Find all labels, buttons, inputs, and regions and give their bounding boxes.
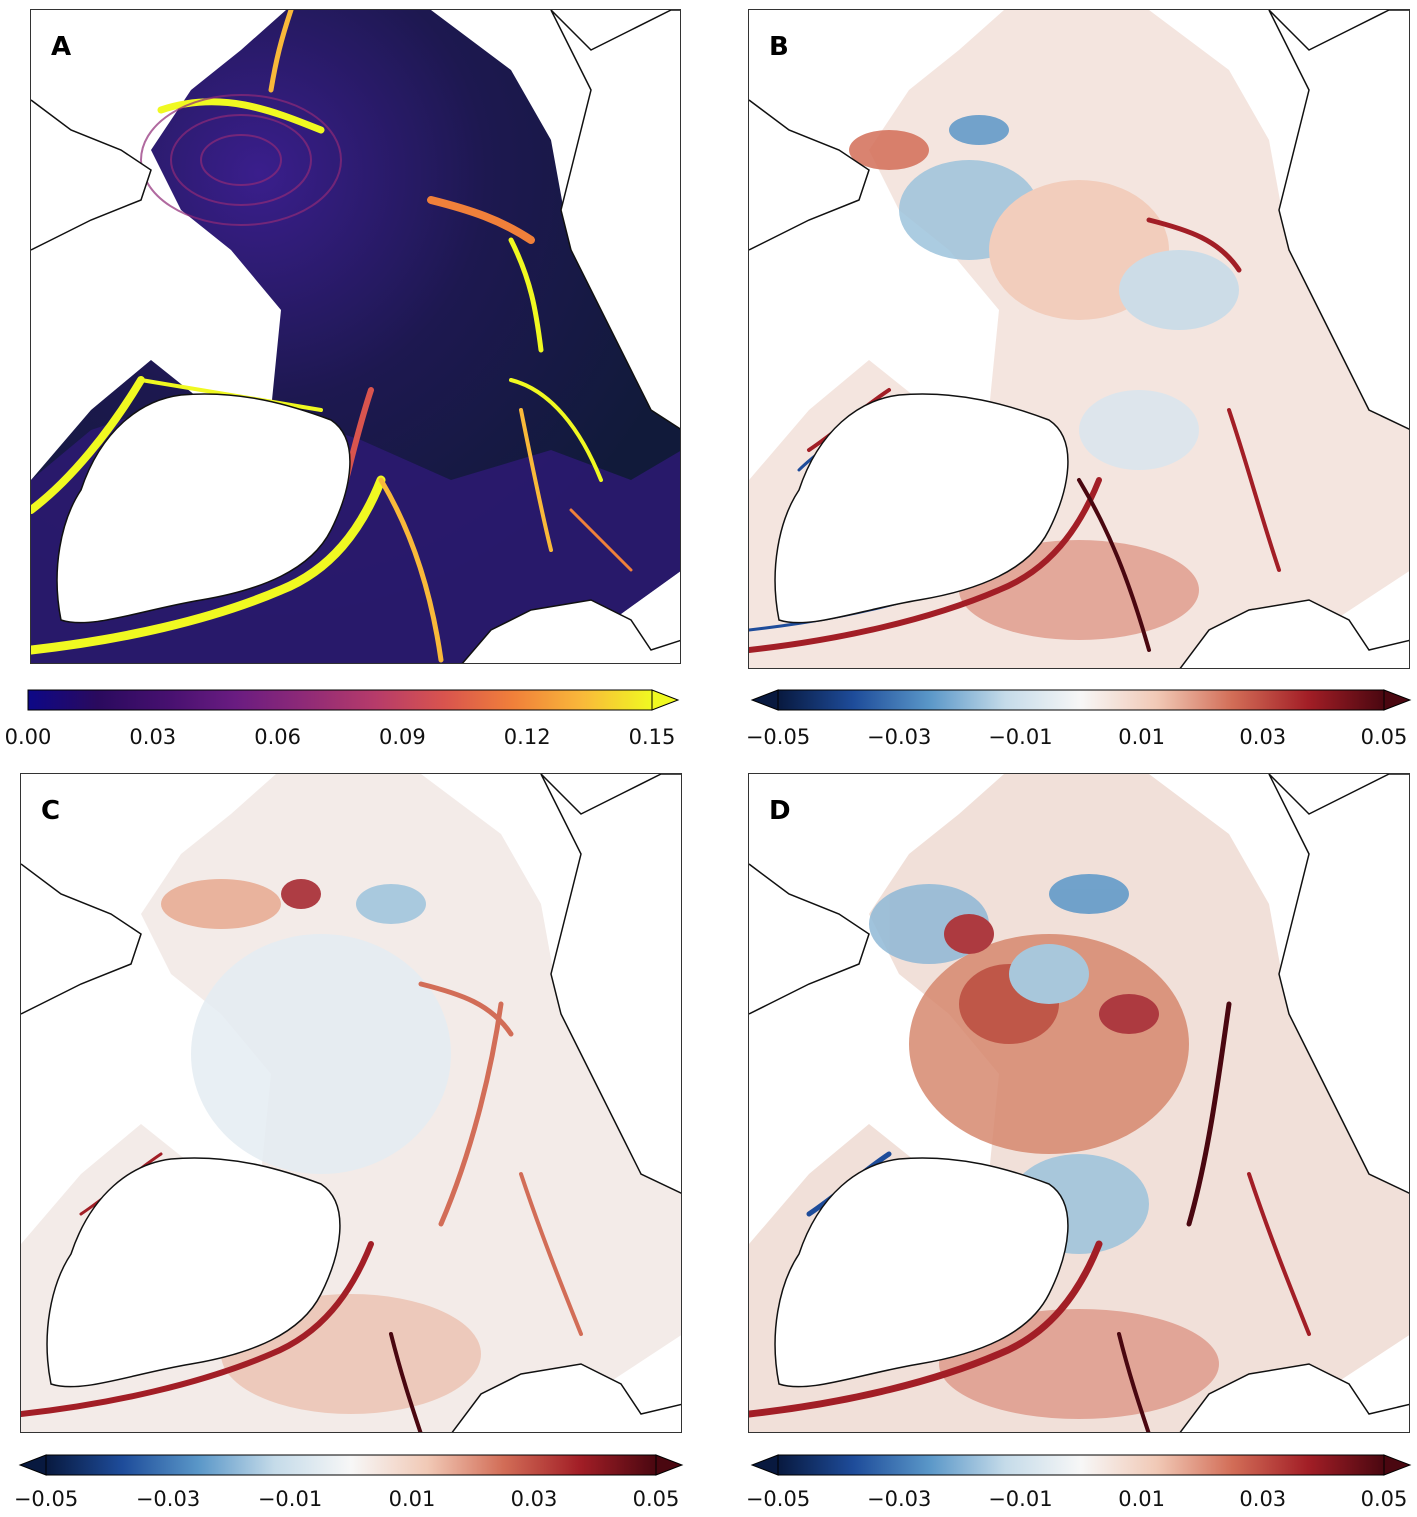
coastline-top-a — [31, 99, 152, 251]
colorbar-tick-label: −0.03 — [867, 725, 932, 749]
colorbar-tick-label: −0.05 — [745, 725, 811, 749]
colorbar-ticks-a: 0.00 0.03 0.06 0.09 0.12 0.15 — [5, 725, 676, 755]
anomaly-streaks-c — [21, 981, 583, 1432]
colorbar-extend-min — [750, 1454, 779, 1476]
colorbar-extend-max — [655, 1454, 684, 1476]
colorbar-tick-label: −0.05 — [745, 1487, 811, 1511]
colorbar-tick-label: −0.05 — [13, 1487, 79, 1511]
colorbar-tick-label: 0.05 — [1360, 725, 1408, 749]
panel-label-d: D — [769, 796, 791, 826]
coastline-bottomright-c — [451, 1363, 681, 1432]
panel-label-c: C — [41, 796, 61, 826]
colorbar-svg — [750, 1454, 1412, 1476]
coastline-top-d — [749, 863, 870, 1015]
colorbar-d — [750, 1454, 1412, 1476]
colorbar-tick-label: 0.15 — [628, 725, 676, 749]
colorbar-tick-label: 0.01 — [1118, 725, 1165, 749]
colorbar-tick-label: 0.01 — [1118, 1487, 1165, 1511]
colorbar-a — [27, 689, 680, 711]
greenland-b — [774, 393, 1069, 624]
colorbar-tick-label: −0.03 — [867, 1487, 932, 1511]
colorbar-gradient — [777, 1454, 1385, 1476]
colorbar-tick-label: 0.00 — [4, 725, 52, 749]
coastline-right-c — [540, 774, 681, 1194]
colorbar-svg — [18, 1454, 684, 1476]
coastline-top-b — [749, 99, 870, 251]
colorbar-extend-min — [750, 689, 779, 711]
colorbar-tick-label: 0.03 — [129, 725, 177, 749]
anomaly-blobs-d — [869, 874, 1219, 1419]
colorbar-tick-label: 0.03 — [510, 1487, 558, 1511]
anomaly-map-c — [21, 774, 681, 1432]
colorbar-b — [750, 689, 1412, 711]
colorbar-ticks-d: −0.05 −0.03 −0.01 0.01 0.03 0.05 — [746, 1487, 1408, 1517]
colorbar-tick-label: 0.05 — [1360, 1487, 1408, 1511]
colorbar-gradient — [777, 689, 1385, 711]
colorbar-extend-max — [651, 689, 680, 711]
colorbar-tick-label: −0.03 — [135, 1487, 201, 1511]
coastline-bottomright-d — [1179, 1363, 1409, 1432]
greenland-d — [774, 1157, 1069, 1388]
colorbar-tick-label: −0.01 — [257, 1487, 323, 1511]
colorbar-gradient — [45, 1454, 657, 1476]
colorbar-extend-min — [18, 1454, 47, 1476]
panel-label-b: B — [769, 32, 789, 62]
anomaly-map-b — [749, 10, 1409, 668]
colorbar-tick-label: 0.01 — [388, 1487, 436, 1511]
colorbar-tick-label: −0.01 — [988, 725, 1053, 749]
colorbar-tick-label: −0.01 — [988, 1487, 1053, 1511]
coastline-right-a — [550, 10, 680, 430]
map-panel-a: A — [30, 9, 681, 664]
colorbar-tick-label: 0.12 — [503, 725, 551, 749]
map-panel-c: C — [20, 773, 682, 1433]
colorbar-ticks-c: −0.05 −0.03 −0.01 0.01 0.03 0.05 — [14, 1487, 680, 1517]
coastline-right-d — [1268, 774, 1409, 1194]
colorbar-svg — [27, 689, 680, 711]
colorbar-tick-label: 0.09 — [379, 725, 426, 749]
anomaly-map-d — [749, 774, 1409, 1432]
anomaly-streaks-b — [749, 217, 1281, 653]
colorbar-extend-max — [1383, 689, 1412, 711]
colorbar-extend-max — [1383, 1454, 1412, 1476]
coastline-bottomright-b — [1179, 599, 1409, 668]
map-panel-d: D — [748, 773, 1410, 1433]
panel-label-a: A — [51, 32, 72, 62]
greenland-a — [56, 393, 351, 624]
coastline-top-c — [21, 863, 142, 1015]
speed-map-a — [31, 10, 680, 663]
colorbar-tick-label: 0.03 — [1239, 1487, 1287, 1511]
colorbar-tick-label: 0.06 — [254, 725, 301, 749]
colorbar-tick-label: 0.05 — [632, 1487, 680, 1511]
colorbar-tick-label: 0.03 — [1239, 725, 1287, 749]
colorbar-ticks-b: −0.05 −0.03 −0.01 0.01 0.03 0.05 — [746, 725, 1408, 755]
colorbar-gradient — [27, 689, 653, 711]
coastline-right-b — [1268, 10, 1409, 430]
colorbar-c — [18, 1454, 684, 1476]
gyre-rings-a — [140, 94, 342, 226]
coastline-bottomright-a — [461, 599, 680, 663]
colorbar-svg — [750, 689, 1412, 711]
greenland-c — [46, 1157, 341, 1388]
map-panel-b: B — [748, 9, 1410, 669]
